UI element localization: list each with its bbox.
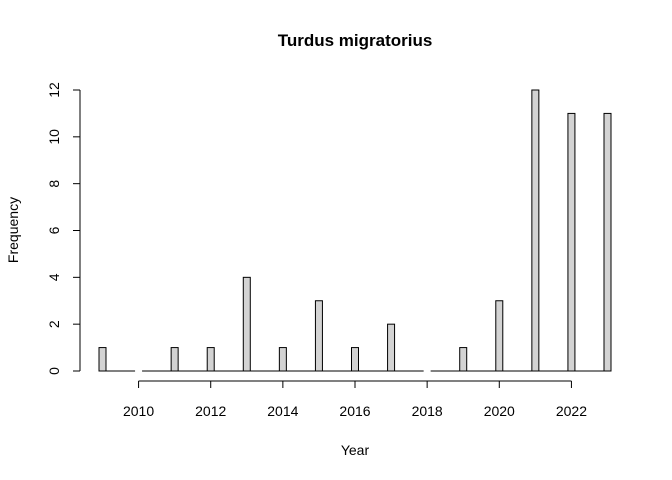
bars-group bbox=[98, 89, 612, 372]
x-tick-label: 2016 bbox=[339, 403, 370, 419]
bar-2023 bbox=[603, 112, 612, 372]
x-axis-label: Year bbox=[341, 442, 370, 458]
y-tick-label: 10 bbox=[46, 129, 62, 145]
bar-2013 bbox=[242, 276, 251, 372]
y-tick-label: 4 bbox=[46, 273, 62, 281]
x-tick-label: 2010 bbox=[123, 403, 154, 419]
y-tick-label: 2 bbox=[46, 320, 62, 328]
x-tick-label: 2012 bbox=[195, 403, 226, 419]
chart-title: Turdus migratorius bbox=[278, 31, 433, 50]
bar-2011 bbox=[170, 347, 179, 372]
y-tick-label: 0 bbox=[46, 367, 62, 375]
y-axis-label: Frequency bbox=[5, 197, 21, 263]
bar-2012 bbox=[206, 347, 215, 372]
bar-2009 bbox=[98, 347, 107, 372]
x-tick-label: 2018 bbox=[412, 403, 443, 419]
y-tick-label: 6 bbox=[46, 226, 62, 234]
y-tick-label: 12 bbox=[46, 82, 62, 98]
y-axis: 0 2 4 6 8 10 12 bbox=[46, 82, 81, 375]
bar-2021 bbox=[531, 89, 540, 372]
bar-2022 bbox=[567, 112, 576, 372]
x-tick-label: 2014 bbox=[267, 403, 298, 419]
x-tick-label: 2022 bbox=[556, 403, 587, 419]
bar-2020 bbox=[495, 300, 504, 372]
x-tick-label: 2020 bbox=[484, 403, 515, 419]
y-tick-label: 8 bbox=[46, 180, 62, 188]
bar-2019 bbox=[459, 347, 468, 372]
bar-2015 bbox=[314, 300, 323, 372]
x-axis: 2010 2012 2014 2016 2018 2020 2022 bbox=[123, 380, 587, 419]
bar-2017 bbox=[387, 323, 396, 372]
bar-2014 bbox=[278, 347, 287, 372]
bar-2016 bbox=[351, 347, 359, 372]
